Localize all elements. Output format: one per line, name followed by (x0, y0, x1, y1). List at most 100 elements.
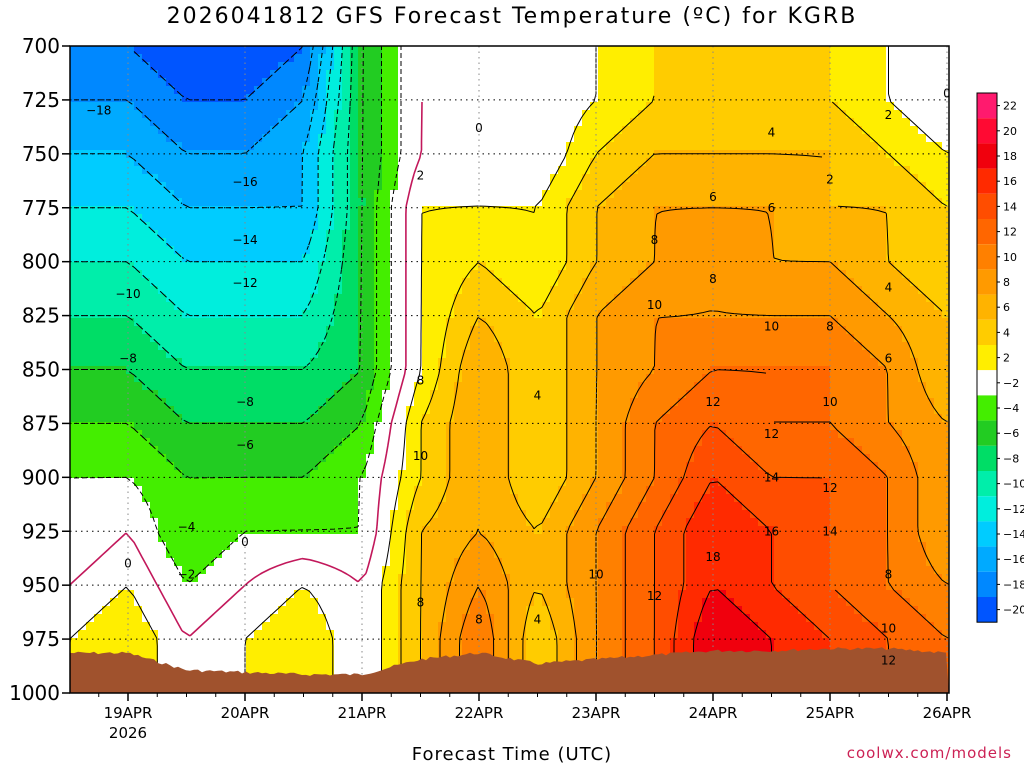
fill-cell (366, 206, 375, 215)
fill-cell (486, 102, 495, 111)
fill-cell (150, 470, 159, 479)
fill-cell (342, 390, 351, 399)
fill-cell (318, 358, 327, 367)
fill-cell (302, 550, 311, 559)
fill-cell (214, 46, 223, 55)
fill-cell (382, 110, 391, 119)
fill-cell (142, 622, 151, 631)
fill-cell (534, 102, 543, 111)
fill-cell (470, 238, 479, 247)
fill-cell (238, 270, 247, 279)
fill-cell (486, 54, 495, 63)
fill-cell (438, 86, 447, 95)
fill-cell (302, 494, 311, 503)
fill-cell (358, 286, 367, 295)
fill-cell (558, 254, 567, 263)
fill-cell (510, 254, 519, 263)
fill-cell (526, 238, 535, 247)
fill-cell (350, 518, 359, 527)
fill-cell (126, 94, 135, 103)
fill-cell (462, 414, 471, 423)
fill-cell (398, 102, 407, 111)
fill-cell (206, 254, 215, 263)
fill-cell (470, 214, 479, 223)
fill-cell (334, 502, 343, 511)
fill-cell (222, 142, 231, 151)
fill-cell (86, 102, 95, 111)
fill-cell (142, 430, 151, 439)
fill-cell (150, 606, 159, 615)
fill-cell (534, 94, 543, 103)
fill-cell (246, 142, 255, 151)
fill-cell (526, 462, 535, 471)
fill-cell (550, 54, 559, 63)
fill-cell (110, 590, 119, 599)
fill-cell (550, 406, 559, 415)
fill-cell (230, 614, 239, 623)
fill-cell (70, 566, 79, 575)
fill-cell (294, 206, 303, 215)
fill-cell (174, 558, 183, 567)
fill-cell (78, 262, 87, 271)
fill-cell (430, 286, 439, 295)
fill-cell (270, 382, 279, 391)
fill-cell (198, 494, 207, 503)
fill-cell (326, 670, 335, 679)
fill-cell (214, 70, 223, 79)
fill-cell (110, 382, 119, 391)
fill-cell (502, 222, 511, 231)
fill-cell (398, 502, 407, 511)
fill-cell (510, 622, 519, 631)
fill-cell (262, 414, 271, 423)
fill-cell (390, 318, 399, 327)
fill-cell (334, 622, 343, 631)
fill-cell (158, 286, 167, 295)
fill-cell (558, 102, 567, 111)
fill-cell (526, 414, 535, 423)
fill-cell (534, 574, 543, 583)
fill-cell (222, 198, 231, 207)
fill-cell (278, 646, 287, 655)
fill-cell (454, 534, 463, 543)
fill-cell (486, 486, 495, 495)
fill-cell (310, 566, 319, 575)
fill-cell (94, 478, 103, 487)
fill-cell (486, 70, 495, 79)
fill-cell (334, 198, 343, 207)
fill-cell (382, 566, 391, 575)
fill-cell (302, 614, 311, 623)
fill-cell (118, 86, 127, 95)
fill-cell (542, 390, 551, 399)
fill-cell (94, 118, 103, 127)
fill-cell (86, 390, 95, 399)
fill-cell (462, 366, 471, 375)
fill-cell (110, 254, 119, 263)
fill-cell (70, 502, 79, 511)
fill-cell (542, 646, 551, 655)
fill-cell (94, 302, 103, 311)
fill-cell (406, 606, 415, 615)
fill-cell (342, 638, 351, 647)
fill-cell (358, 222, 367, 231)
fill-cell (278, 126, 287, 135)
fill-cell (454, 406, 463, 415)
fill-cell (374, 422, 383, 431)
fill-cell (286, 358, 295, 367)
fill-cell (294, 638, 303, 647)
fill-cell (334, 94, 343, 103)
fill-cell (254, 94, 263, 103)
fill-cell (486, 318, 495, 327)
fill-cell (526, 174, 535, 183)
fill-cell (326, 654, 335, 663)
fill-cell (534, 398, 543, 407)
fill-cell (70, 526, 79, 535)
fill-cell (118, 438, 127, 447)
fill-cell (534, 518, 543, 527)
fill-cell (502, 582, 511, 591)
fill-cell (430, 62, 439, 71)
fill-cell (414, 406, 423, 415)
fill-cell (414, 462, 423, 471)
fill-cell (422, 310, 431, 319)
fill-cell (494, 542, 503, 551)
fill-cell (198, 190, 207, 199)
